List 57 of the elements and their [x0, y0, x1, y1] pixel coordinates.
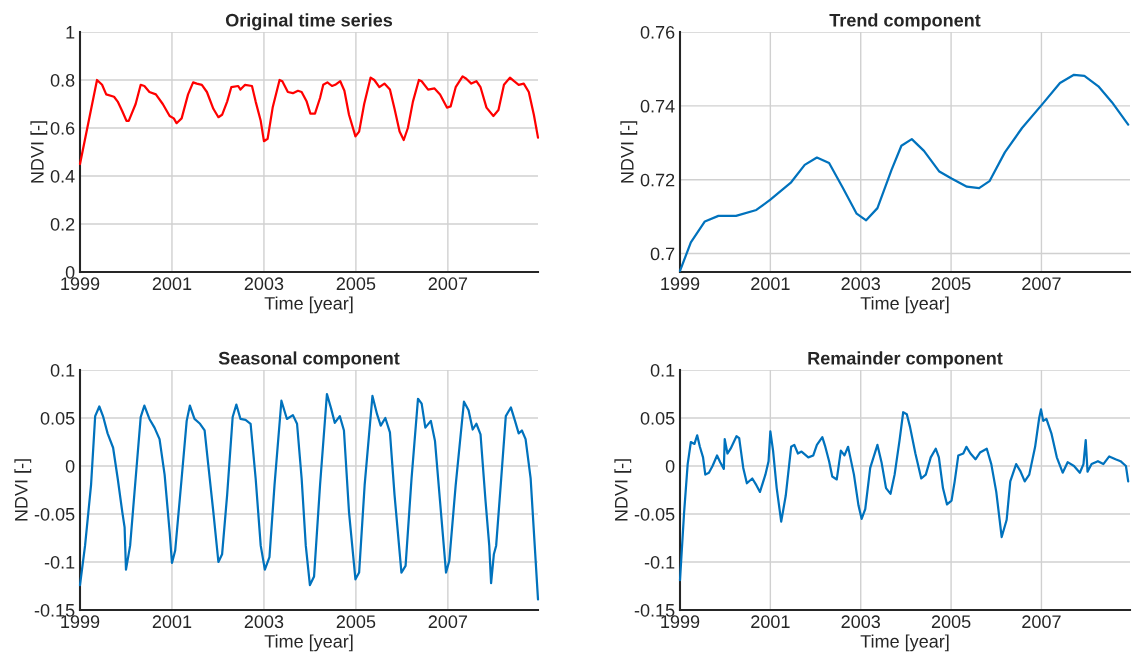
- y-tick-label: -0.1: [644, 555, 675, 569]
- y-tick-label: -0.15: [34, 603, 75, 617]
- x-tick-label: 2003: [244, 277, 284, 291]
- y-tick-label: 0.4: [50, 169, 75, 183]
- y-tick-label: 0.7: [650, 247, 675, 261]
- y-axis-title: NDVI [-]: [614, 459, 632, 521]
- y-tick-label: 0.2: [50, 217, 75, 231]
- x-tick-label: 1999: [61, 615, 100, 629]
- x-tick-label: 2003: [841, 615, 881, 629]
- line-series: [78, 392, 540, 601]
- y-tick-label: -0.05: [634, 507, 675, 521]
- x-axis-title: Time [year]: [264, 634, 353, 652]
- y-axis-title: NDVI [-]: [30, 121, 48, 183]
- y-axis-title: NDVI [-]: [620, 121, 638, 183]
- y-tick-label: 0.6: [50, 121, 75, 135]
- x-tick-label: 2001: [751, 277, 790, 291]
- chart-title: Original time series: [225, 13, 393, 31]
- chart-title: Remainder component: [808, 351, 1003, 369]
- line-series: [678, 408, 1130, 582]
- x-tick-label: 2001: [152, 615, 192, 629]
- y-tick-label: 0.8: [50, 73, 75, 87]
- y-tick-label: 0: [665, 459, 675, 473]
- y-tick-label: -0.05: [34, 507, 75, 521]
- y-tick-label: 0.05: [640, 411, 675, 425]
- y-tick-label: 0.72: [640, 173, 675, 187]
- y-tick-label: 0.76: [640, 25, 675, 39]
- x-tick-label: 2005: [336, 277, 376, 291]
- x-axis-title: Time [year]: [264, 296, 353, 314]
- x-tick-label: 2007: [428, 277, 468, 291]
- chart-title: Trend component: [829, 13, 981, 31]
- y-tick-label: -0.1: [44, 555, 75, 569]
- x-axis-title: Time [year]: [860, 296, 949, 314]
- x-tick-label: 2007: [1022, 277, 1061, 291]
- x-tick-label: 1999: [661, 615, 700, 629]
- y-tick-label: 0.05: [40, 411, 75, 425]
- x-tick-label: 2003: [244, 615, 284, 629]
- x-tick-label: 1999: [61, 277, 100, 291]
- y-axis-title: NDVI [-]: [14, 459, 32, 521]
- x-tick-label: 2001: [152, 277, 192, 291]
- x-axis-title: Time [year]: [860, 634, 949, 652]
- x-tick-label: 2007: [428, 615, 468, 629]
- x-tick-label: 2005: [336, 615, 376, 629]
- x-tick-label: 2007: [1022, 615, 1061, 629]
- y-tick-label: -0.15: [634, 603, 675, 617]
- chart-title: Seasonal component: [218, 351, 400, 369]
- line-series: [78, 75, 540, 166]
- x-tick-label: 1999: [661, 277, 700, 291]
- y-tick-label: 0.74: [640, 99, 675, 113]
- x-tick-label: 2001: [751, 615, 790, 629]
- y-tick-label: 0: [65, 459, 75, 473]
- x-tick-label: 2003: [841, 277, 881, 291]
- x-tick-label: 2005: [931, 615, 971, 629]
- y-tick-label: 0.1: [650, 363, 675, 377]
- x-tick-label: 2005: [931, 277, 971, 291]
- y-tick-label: 1: [66, 26, 75, 39]
- y-tick-label: 0: [65, 265, 75, 279]
- y-tick-label: 0.1: [50, 363, 75, 377]
